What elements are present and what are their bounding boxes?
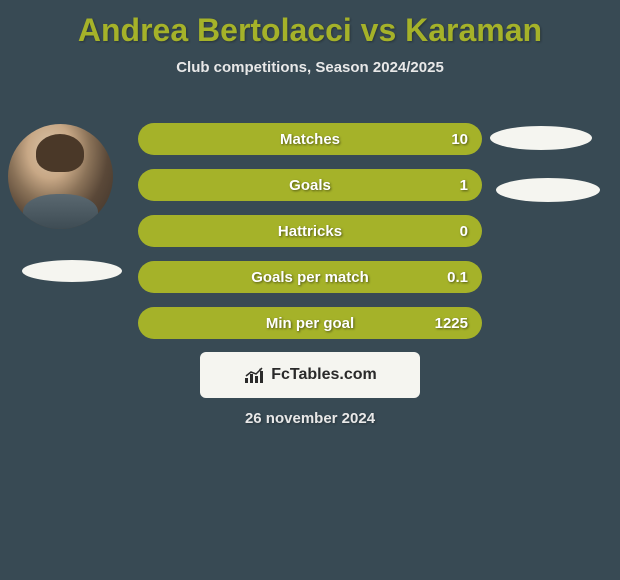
date-text: 26 november 2024 — [0, 410, 620, 427]
stat-row-min-per-goal: Min per goal 1225 — [138, 307, 482, 339]
stat-label: Matches — [280, 131, 340, 148]
decorative-pill-right-1 — [490, 126, 592, 150]
logo-text: FcTables.com — [271, 366, 377, 384]
stat-value: 0.1 — [447, 269, 468, 286]
stat-label: Goals — [289, 177, 331, 194]
stat-label: Hattricks — [278, 223, 342, 240]
page-title: Andrea Bertolacci vs Karaman — [0, 0, 620, 49]
stat-label: Min per goal — [266, 315, 354, 332]
stat-value: 1225 — [435, 315, 468, 332]
decorative-pill-left — [22, 260, 122, 282]
player-avatar — [8, 124, 113, 229]
chart-icon — [243, 366, 265, 384]
stat-value: 10 — [451, 131, 468, 148]
stat-row-matches: Matches 10 — [138, 123, 482, 155]
stat-row-hattricks: Hattricks 0 — [138, 215, 482, 247]
decorative-pill-right-2 — [496, 178, 600, 202]
stat-value: 1 — [460, 177, 468, 194]
stat-row-goals: Goals 1 — [138, 169, 482, 201]
stat-row-goals-per-match: Goals per match 0.1 — [138, 261, 482, 293]
page-subtitle: Club competitions, Season 2024/2025 — [0, 59, 620, 76]
stats-container: Matches 10 Goals 1 Hattricks 0 Goals per… — [138, 123, 482, 353]
stat-label: Goals per match — [251, 269, 369, 286]
logo-box: FcTables.com — [200, 352, 420, 398]
stat-value: 0 — [460, 223, 468, 240]
